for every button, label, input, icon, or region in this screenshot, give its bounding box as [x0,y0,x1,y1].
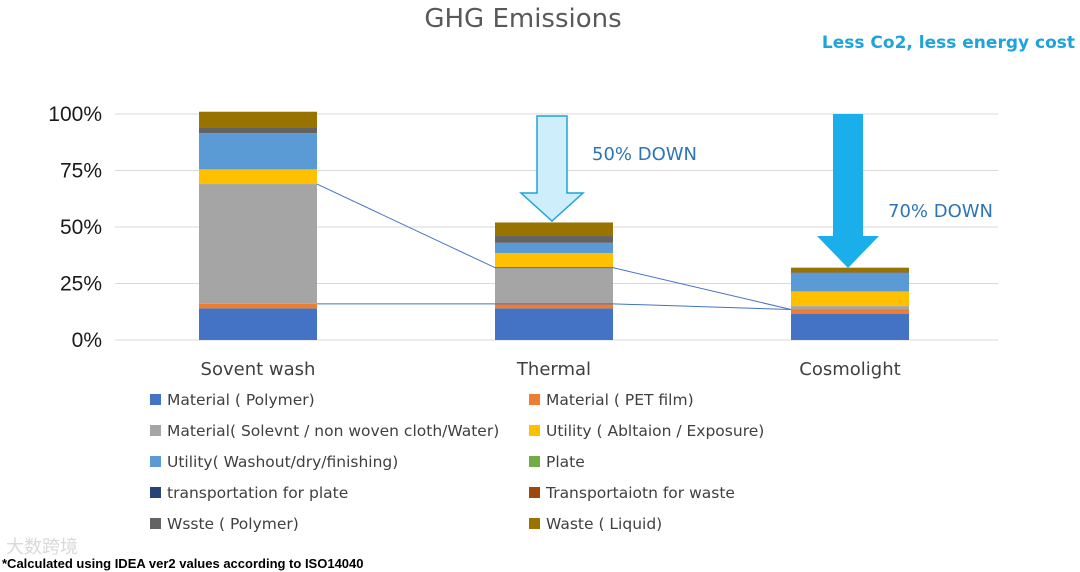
legend-swatch [150,425,161,436]
legend-label: Utility ( Abltaion / Exposure) [546,422,764,440]
legend-label: Utility( Washout/dry/finishing) [167,453,398,471]
legend-swatch [150,394,161,405]
thermal-reduction-label: 50% DOWN [592,144,697,165]
category-label: Sovent wash [201,359,316,380]
bar-segment [495,242,613,253]
bar-segment [199,308,317,340]
bar-segment [495,222,613,237]
legend-swatch [529,487,540,498]
bar-segment [791,273,909,292]
bar-segment [199,169,317,185]
category-label: Thermal [516,359,591,380]
y-tick-label: 25% [60,273,102,296]
bar-segment [199,184,317,304]
legend-swatch [529,425,540,436]
bar-segment [199,127,317,134]
y-tick-label: 0% [72,329,102,352]
bar-segment [495,252,613,268]
legend-label: Material ( PET film) [546,391,694,409]
legend: Material ( Polymer) Material ( PET film) M… [150,391,764,533]
cosmolight-reduction-label: 70% DOWN [888,201,993,222]
bar-segment [495,236,613,243]
legend-swatch [529,456,540,467]
tagline: Less Co2, less energy cost [822,33,1075,53]
bar-segment [791,306,909,310]
bar-segment [791,267,909,273]
bar-segment [791,314,909,340]
legend-swatch [150,518,161,529]
bar-segment [791,272,909,274]
legend-swatch [150,487,161,498]
cosmolight-down-arrow [817,114,879,268]
y-axis-ticks: 0% 25% 50% 75% 100% [48,103,102,352]
bar-segment [199,133,317,170]
legend-swatch [529,394,540,405]
bar-segment [199,303,317,309]
legend-label: Waste ( Liquid) [546,515,662,533]
y-tick-label: 50% [60,216,102,239]
bar-segment [495,308,613,340]
bar-segment [199,111,317,128]
connector-line [317,303,792,310]
legend-label: Wsste ( Polymer) [167,515,299,533]
bar-segment [495,303,613,309]
chart-title: GHG Emissions [424,4,621,34]
legend-label: Transportaiotn for waste [545,484,735,502]
legend-label: Plate [546,453,585,471]
connector-line [316,183,792,310]
stacked-bars [199,111,909,340]
thermal-down-arrow [519,115,585,223]
legend-swatch [529,518,540,529]
legend-label: Material( Solevnt / non woven cloth/Wate… [167,422,499,440]
watermark: 大数跨境 [6,537,78,558]
legend-label: Material ( Polymer) [167,391,315,409]
category-label: Cosmolight [799,359,900,380]
connector-lines [316,183,792,310]
footnote: *Calculated using IDEA ver2 values accor… [2,556,364,571]
y-tick-label: 100% [48,103,102,126]
y-tick-label: 75% [60,160,102,183]
legend-swatch [150,456,161,467]
legend-label: transportation for plate [167,484,348,502]
category-labels: Sovent wash Thermal Cosmolight [201,359,901,380]
bar-segment [791,291,909,307]
bar-segment [791,309,909,315]
bar-segment [495,267,613,304]
reduction-arrows [519,114,879,268]
